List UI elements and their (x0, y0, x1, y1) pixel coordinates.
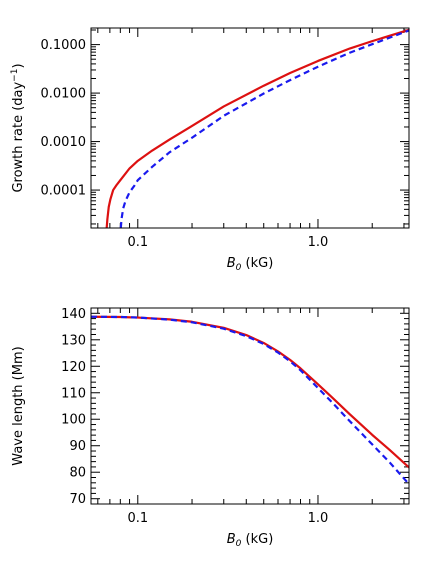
wave-length-series (91, 315, 409, 485)
y-tick-label: 140 (61, 307, 86, 322)
dashed-blue-series-line (119, 29, 409, 228)
solid-red-series-line (105, 28, 409, 228)
y-tick-label: 0.1000 (41, 38, 87, 53)
y-tick-label: 0.0010 (41, 135, 87, 150)
growth-rate-tick-labels: 0.1 1.0 0.0001 0.0010 0.0100 0.1000 (41, 38, 329, 250)
y-tick-label: 90 (69, 439, 86, 454)
x-tick-label: 0.1 (127, 235, 148, 250)
growth-rate-ticks (91, 28, 409, 228)
y-tick-label: 0.0100 (41, 87, 87, 102)
growth-rate-panel: 0.1 1.0 0.0001 0.0010 0.0100 0.1000 B0 (kG) G… (10, 27, 410, 273)
x-tick-label: 1.0 (308, 235, 329, 250)
y-tick-label: 110 (61, 386, 86, 401)
wave-length-plot-frame (90, 307, 410, 505)
y-tick-label: 0.0001 (41, 184, 87, 199)
growth-rate-plot-frame (90, 27, 410, 229)
y-tick-label: 80 (69, 466, 86, 481)
growth-rate-series (105, 28, 409, 228)
y-tick-label: 100 (61, 413, 86, 428)
wave-length-y-axis-label: Wave length (Mm) (11, 346, 26, 465)
growth-rate-x-axis-label: B0 (kG) (227, 256, 274, 273)
y-tick-label: 70 (69, 492, 86, 507)
y-tick-label: 120 (61, 360, 86, 375)
solid-red-series-line (91, 315, 409, 469)
growth-rate-y-axis-label: Growth rate (day−1) (10, 63, 26, 192)
y-tick-label: 130 (61, 333, 86, 348)
wave-length-x-axis-label: B0 (kG) (227, 532, 274, 549)
x-tick-label: 1.0 (308, 511, 329, 526)
dashed-blue-series-line (91, 315, 409, 485)
wave-length-panel: 0.1 1.0 70 80 90 100 110 120 130 140 B0 (kG) Wave… (11, 307, 410, 549)
x-tick-label: 0.1 (127, 511, 148, 526)
wave-length-tick-labels: 0.1 1.0 70 80 90 100 110 120 130 140 (61, 307, 328, 526)
wave-length-ticks (91, 307, 409, 505)
